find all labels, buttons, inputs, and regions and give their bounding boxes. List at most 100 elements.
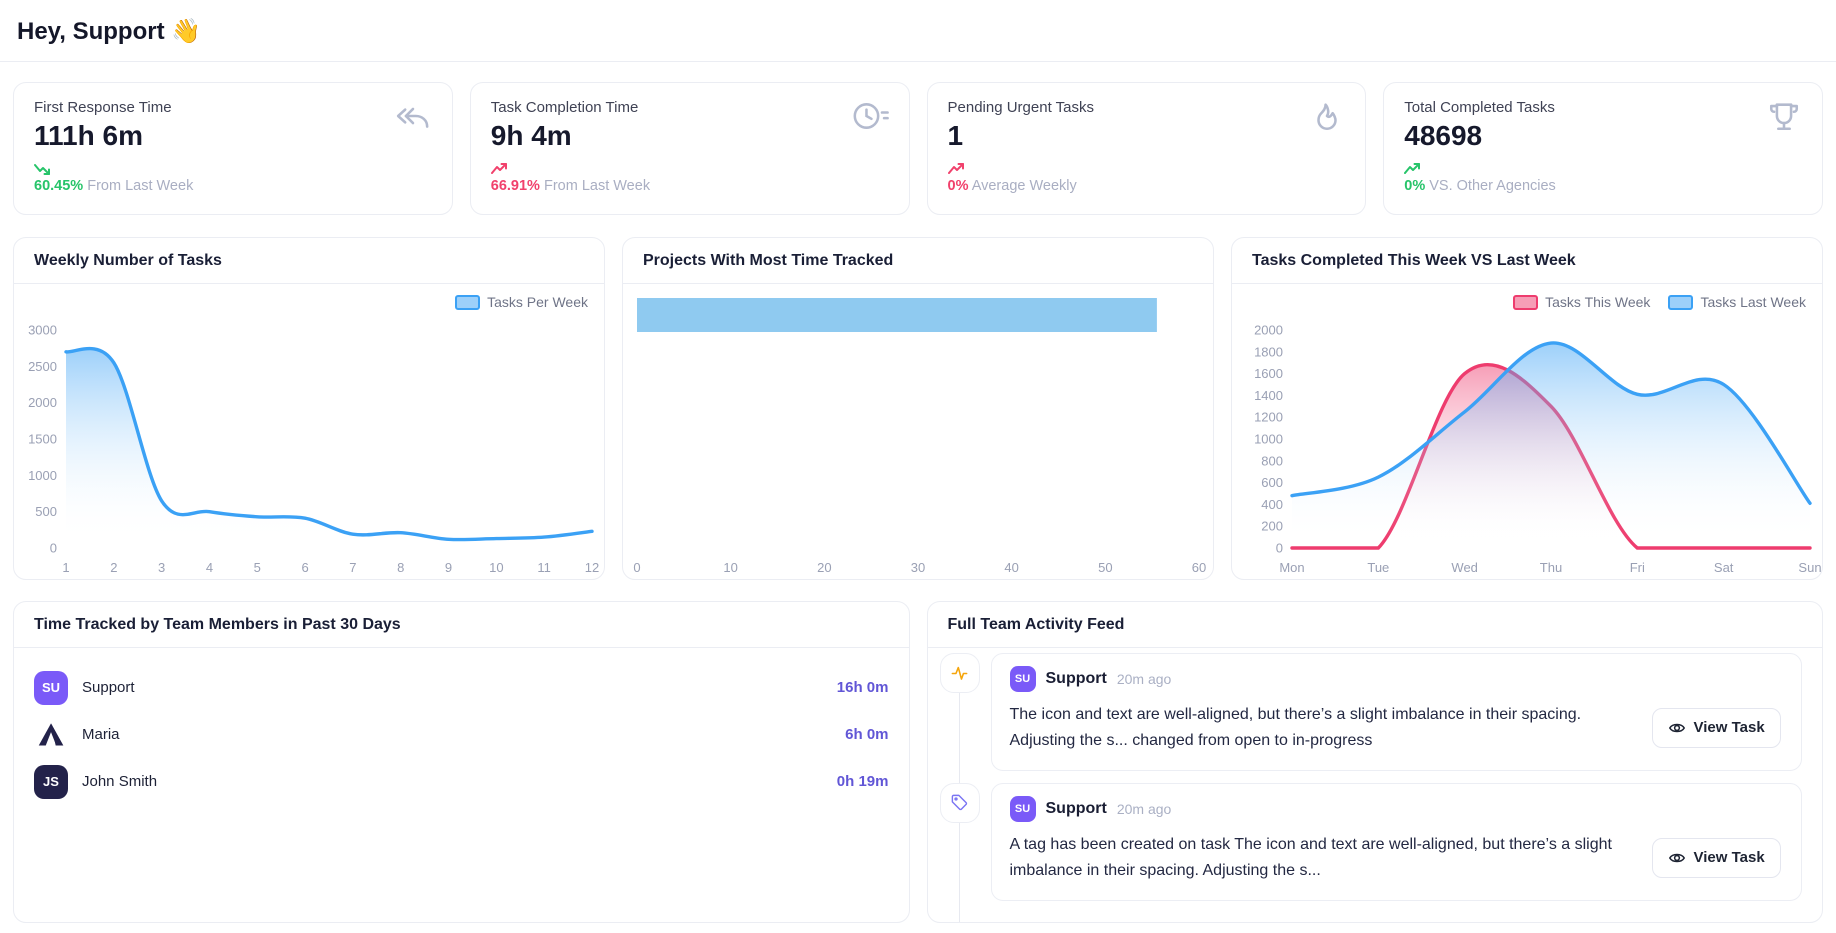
svg-text:9: 9: [445, 560, 452, 575]
feed-author: Support: [1045, 799, 1107, 817]
svg-text:1800: 1800: [1254, 344, 1283, 359]
stat-card-first-response-time: First Response Time 111h 6m 60.45% From: [13, 82, 453, 215]
stat-label: Task Completion Time: [490, 99, 639, 116]
projects-time-chart: 0 10 20 30 40 50 60: [623, 284, 1213, 580]
svg-text:200: 200: [1261, 519, 1283, 534]
legend-swatch: [1668, 294, 1694, 310]
stat-value: 48698: [1404, 120, 1483, 151]
activity-pulse-icon: [939, 653, 980, 693]
svg-text:500: 500: [35, 504, 57, 519]
member-row-support: SU Support 16h 0m: [34, 664, 889, 711]
svg-text:0: 0: [633, 560, 640, 575]
flame-icon: [1309, 99, 1345, 138]
svg-text:600: 600: [1261, 475, 1283, 490]
svg-text:8: 8: [397, 560, 404, 575]
stat-trend: 0% Average Weekly: [947, 162, 1346, 194]
trophy-icon: [1766, 99, 1802, 138]
svg-text:5: 5: [254, 560, 261, 575]
svg-text:6: 6: [301, 560, 308, 575]
svg-text:800: 800: [1261, 453, 1283, 468]
stat-card-task-completion-time: Task Completion Time 9h 4m 66.91% From L: [469, 82, 910, 215]
chart-title: Tasks Completed This Week VS Last Week: [1252, 252, 1576, 269]
svg-text:0: 0: [50, 541, 57, 556]
member-row-maria: Maria 6h 0m: [34, 711, 889, 758]
stat-trend: 0% VS. Other Agencies: [1404, 162, 1802, 194]
view-task-button[interactable]: View Task: [1651, 837, 1781, 878]
svg-text:Fri: Fri: [1630, 560, 1645, 575]
svg-text:60: 60: [1192, 560, 1206, 575]
svg-text:1500: 1500: [28, 432, 57, 447]
svg-text:3: 3: [158, 560, 165, 575]
member-time-tracked: 16h 0m: [836, 679, 889, 696]
member-name: Maria: [82, 726, 120, 743]
trend-down-icon: [34, 162, 432, 176]
chart-header: Tasks Completed This Week VS Last Week: [1232, 238, 1822, 284]
trend-up-icon: [947, 162, 1346, 176]
team-time-card: Time Tracked by Team Members in Past 30 …: [13, 601, 910, 923]
svg-text:0: 0: [1276, 541, 1283, 556]
stat-card-total-completed-tasks: Total Completed Tasks 48698 0%: [1383, 82, 1823, 215]
svg-text:12: 12: [585, 560, 599, 575]
stat-label: First Response Time: [34, 99, 172, 116]
weekly-tasks-chart: Tasks Per Week 0 500 1000 1500 2000 2500 3000 1…: [14, 284, 604, 580]
eye-icon: [1668, 719, 1686, 737]
legend-item[interactable]: Tasks Last Week: [1668, 294, 1806, 310]
week-vs-week-chart: Tasks This Week Tasks Last Week 0 200 400 60…: [1232, 284, 1822, 580]
feed-author: Support: [1045, 670, 1107, 687]
svg-text:Wed: Wed: [1451, 560, 1478, 575]
feed-entry-head: SU Support 20m ago: [1009, 666, 1784, 692]
chart-title: Weekly Number of Tasks: [34, 252, 222, 269]
svg-text:2000: 2000: [28, 395, 57, 410]
activity-feed-title: Full Team Activity Feed: [947, 616, 1125, 633]
svg-text:30: 30: [911, 560, 925, 575]
svg-text:3000: 3000: [28, 323, 57, 338]
svg-text:11: 11: [537, 560, 551, 575]
page-title: Hey, Support 👋: [17, 17, 1819, 46]
svg-text:1000: 1000: [28, 468, 57, 483]
legend-swatch: [1513, 294, 1539, 310]
trend-percent: 66.91%: [490, 178, 540, 194]
svg-text:1000: 1000: [1254, 432, 1283, 447]
page-header: Hey, Support 👋: [0, 0, 1836, 62]
legend-label: Tasks Last Week: [1700, 294, 1806, 310]
view-task-button[interactable]: View Task: [1651, 707, 1781, 748]
chart-card-projects-time-tracked: Projects With Most Time Tracked 0 10 20 30 4…: [622, 237, 1214, 580]
svg-text:Sat: Sat: [1714, 560, 1734, 575]
svg-text:40: 40: [1004, 560, 1018, 575]
legend-label: Tasks Per Week: [487, 294, 588, 310]
stat-value: 111h 6m: [34, 120, 143, 151]
member-list: SU Support 16h 0m Maria 6h 0m: [14, 648, 909, 805]
stat-label: Total Completed Tasks: [1404, 99, 1555, 116]
svg-text:1600: 1600: [1254, 366, 1283, 381]
charts-row: Weekly Number of Tasks Tasks Per Week 0 5…: [13, 237, 1823, 580]
svg-text:Mon: Mon: [1279, 560, 1304, 575]
view-task-label: View Task: [1693, 849, 1765, 867]
greeting-text: Hey, Support: [17, 18, 165, 45]
feed-entry-head: SU Support 20m ago: [1009, 795, 1784, 822]
legend-item[interactable]: Tasks Per Week: [455, 294, 588, 310]
svg-text:7: 7: [349, 560, 356, 575]
member-time-tracked: 0h 19m: [836, 773, 889, 790]
clock-history-icon: [851, 99, 889, 138]
stat-value: 9h 4m: [490, 120, 572, 151]
member-name: Support: [82, 679, 135, 696]
activity-feed-header: Full Team Activity Feed: [927, 602, 1822, 648]
avatar: SU: [1009, 666, 1036, 692]
member-time-tracked: 6h 0m: [845, 726, 889, 743]
svg-text:20: 20: [817, 560, 831, 575]
svg-text:10: 10: [489, 560, 503, 575]
avatar: SU: [1009, 795, 1036, 822]
svg-text:1200: 1200: [1254, 410, 1283, 425]
feed-item-status-change: SU Support 20m ago The icon and text are…: [939, 653, 1802, 771]
svg-text:50: 50: [1098, 560, 1112, 575]
feed-entry-card: SU Support 20m ago The icon and text are…: [990, 653, 1802, 771]
svg-text:2500: 2500: [28, 359, 57, 374]
legend-label: Tasks This Week: [1545, 294, 1651, 310]
legend-item[interactable]: Tasks This Week: [1513, 294, 1650, 310]
stat-label: Pending Urgent Tasks: [947, 99, 1094, 116]
svg-text:Thu: Thu: [1540, 560, 1562, 575]
feed-entry-card: SU Support 20m ago A tag has been create…: [990, 782, 1802, 901]
member-row-john-smith: JS John Smith 0h 19m: [34, 758, 889, 805]
trend-note: From Last Week: [543, 178, 651, 194]
